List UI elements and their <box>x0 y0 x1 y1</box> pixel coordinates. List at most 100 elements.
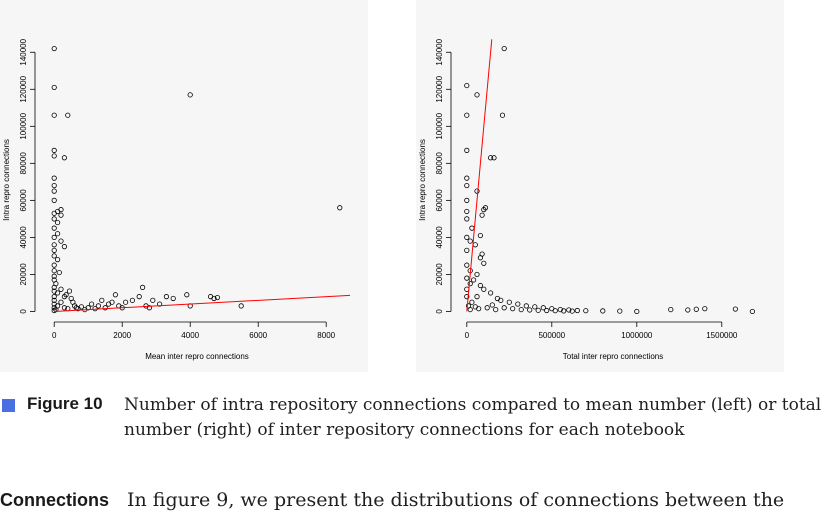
data-point <box>140 284 146 290</box>
data-point <box>51 188 57 194</box>
data-point <box>51 225 57 231</box>
data-point <box>51 242 57 248</box>
data-point <box>51 197 57 203</box>
data-point <box>477 255 484 261</box>
data-point <box>58 286 64 292</box>
data-point <box>170 295 176 302</box>
data-point <box>464 82 470 89</box>
y-tick-label: 100000 <box>19 112 28 139</box>
data-point <box>58 238 64 244</box>
data-point <box>467 238 473 244</box>
data-point <box>163 294 169 300</box>
y-tick-label: 120000 <box>435 75 444 102</box>
data-point <box>78 304 85 310</box>
data-point <box>136 294 142 300</box>
data-point <box>600 308 606 314</box>
data-point <box>472 242 478 248</box>
data-point <box>732 306 738 312</box>
data-point <box>54 231 61 237</box>
data-point <box>481 260 487 266</box>
x-tick-label: 0 <box>52 331 57 340</box>
y-tick-label: 20000 <box>19 263 28 286</box>
data-point <box>535 307 541 313</box>
data-point <box>685 307 691 313</box>
data-point <box>54 219 61 226</box>
x-tick-label: 2000 <box>113 331 131 340</box>
data-point <box>56 269 62 276</box>
data-point <box>566 307 572 313</box>
x-axis-label: Mean inter repro connections <box>145 352 249 361</box>
data-point <box>112 292 119 298</box>
data-point <box>214 294 220 301</box>
data-point <box>510 306 516 312</box>
data-point <box>464 197 470 203</box>
data-point <box>65 112 71 118</box>
data-point <box>61 155 68 161</box>
data-point <box>476 306 482 312</box>
data-point <box>70 299 76 305</box>
data-point <box>51 210 57 216</box>
data-point <box>477 282 484 289</box>
x-tick-label: 1000000 <box>621 331 653 340</box>
data-point <box>474 294 480 300</box>
data-point <box>51 307 57 314</box>
x-tick-label: 6000 <box>249 331 267 340</box>
data-point <box>51 216 57 222</box>
data-point <box>481 207 487 213</box>
data-point <box>54 257 61 263</box>
data-point <box>489 302 495 308</box>
data-point <box>532 304 538 310</box>
data-point <box>464 112 470 118</box>
figure-caption-text: Number of intra repository connections c… <box>124 395 822 440</box>
data-point <box>540 305 546 311</box>
data-point <box>51 182 57 189</box>
data-point <box>187 92 193 98</box>
body-paragraph: Connections In figure 9, we present the d… <box>0 489 828 511</box>
data-point <box>464 234 470 240</box>
data-point <box>467 281 473 287</box>
data-point <box>464 147 470 153</box>
data-point <box>51 84 57 91</box>
data-point <box>95 303 102 309</box>
data-point <box>499 112 506 118</box>
data-point <box>481 286 487 292</box>
x-tick-label: 500000 <box>538 331 565 340</box>
data-point <box>464 175 470 181</box>
data-point <box>102 305 108 311</box>
y-axis-label: Intra repro connections <box>418 139 427 221</box>
data-point <box>63 292 69 298</box>
data-point <box>51 268 57 274</box>
data-point <box>527 307 533 313</box>
data-point <box>617 308 623 314</box>
data-point <box>51 247 57 253</box>
data-point <box>51 153 57 159</box>
y-axis-label: Intra repro connections <box>2 139 11 221</box>
data-point <box>61 244 68 250</box>
data-point <box>693 306 699 312</box>
regression-line <box>54 294 350 312</box>
scatter-plot-left: 0 2000 4000 6000 8000 0 20000 40000 60000 80000 10… <box>0 0 368 372</box>
y-tick-label: 40000 <box>19 226 28 249</box>
scatter-plot-left-svg: 0 2000 4000 6000 800002000040000600008000010… <box>2 38 350 361</box>
data-point <box>54 290 61 296</box>
data-point <box>544 307 550 314</box>
figure-marker-icon <box>2 399 15 412</box>
y-tick-label: 60000 <box>435 189 444 212</box>
data-point <box>51 234 57 240</box>
data-point <box>583 308 589 314</box>
data-point <box>515 301 521 307</box>
data-point <box>464 275 470 281</box>
y-tick-label: 20000 <box>435 263 444 286</box>
paragraph-text: In figure 9, we present the distribution… <box>127 489 785 511</box>
y-tick-label: 60000 <box>19 189 28 212</box>
data-point <box>501 45 507 52</box>
y-tick-label: 40000 <box>435 226 444 249</box>
data-point <box>51 45 57 52</box>
data-point <box>66 288 73 294</box>
data-point <box>51 273 57 279</box>
data-point <box>61 305 68 311</box>
data-point <box>491 155 497 161</box>
data-point <box>337 205 343 211</box>
scatter-plot-right: 0 500000 1000000 1500000 0 20000 40000 60000 800… <box>416 0 784 372</box>
y-tick-label: 0 <box>19 309 28 314</box>
